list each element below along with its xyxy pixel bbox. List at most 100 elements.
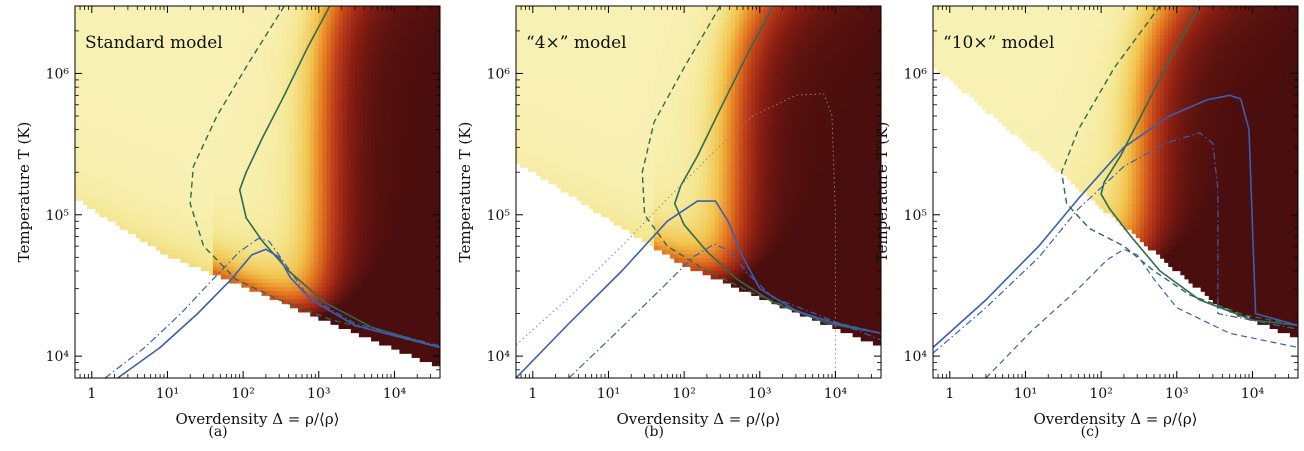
heat-cell	[192, 142, 198, 148]
heat-cell	[212, 30, 218, 36]
heat-cell	[302, 241, 307, 247]
heat-cell	[326, 291, 332, 296]
heat-cell	[148, 212, 153, 218]
heat-cell	[221, 196, 226, 201]
heat-cell	[135, 183, 141, 189]
heat-cell	[253, 109, 259, 115]
heat-cell	[143, 167, 149, 172]
heat-cell	[265, 200, 271, 205]
heat-cell	[342, 320, 348, 325]
heat-cell	[338, 204, 344, 210]
heat-cell	[216, 138, 222, 143]
heat-cell	[257, 179, 263, 185]
heat-cell	[371, 68, 376, 73]
heat-cell	[221, 47, 226, 53]
heat-cell	[172, 6, 177, 11]
heat-cell	[164, 14, 169, 19]
heat-cell	[249, 200, 255, 205]
heat-cell	[168, 59, 173, 65]
heat-cell	[164, 192, 169, 197]
heat-cell	[139, 22, 145, 28]
heat-cell	[131, 146, 137, 152]
heat-cell	[294, 241, 299, 247]
heat-cell	[375, 105, 380, 110]
heat-cell	[208, 146, 214, 152]
heat-cell	[371, 6, 376, 11]
heat-cell	[354, 43, 360, 48]
heat-cell	[314, 47, 319, 53]
heat-cell	[350, 63, 356, 69]
heat-cell	[334, 167, 340, 172]
heat-cell	[168, 204, 173, 210]
heat-cell	[273, 138, 279, 143]
heat-cell	[164, 183, 169, 189]
heat-cell	[269, 26, 275, 32]
heat-cell	[75, 150, 80, 156]
heat-cell	[302, 171, 307, 177]
heat-cell	[212, 200, 218, 205]
heat-cell	[346, 105, 352, 110]
heat-cell	[184, 26, 190, 32]
heat-cell	[379, 295, 384, 301]
heat-cell	[127, 113, 133, 119]
heat-cell	[273, 167, 279, 172]
heat-cell	[237, 109, 242, 115]
heat-cell	[285, 34, 291, 40]
heat-cell	[294, 192, 299, 197]
heat-cell	[139, 113, 145, 119]
heat-cell	[375, 200, 380, 205]
heat-cell	[253, 26, 259, 32]
heat-cell	[362, 113, 368, 119]
heat-cell	[371, 282, 376, 288]
heat-cell	[261, 109, 267, 115]
heat-cell	[152, 229, 157, 234]
heat-cell	[294, 278, 299, 284]
heat-cell	[176, 220, 182, 226]
heat-cell	[180, 26, 186, 32]
heat-cell	[148, 163, 153, 168]
heat-cell	[261, 80, 267, 86]
heat-cell	[216, 245, 222, 251]
heat-cell	[306, 274, 311, 280]
heat-cell	[298, 18, 303, 24]
heat-cell	[123, 183, 129, 189]
heat-cell	[375, 192, 380, 197]
heat-cell	[265, 179, 271, 185]
heat-cell	[79, 175, 84, 181]
heat-cell	[277, 262, 283, 267]
heat-cell	[95, 26, 100, 32]
heat-cell	[233, 158, 238, 164]
heat-cell	[127, 68, 133, 73]
heat-cell	[261, 34, 267, 40]
heat-cell	[375, 22, 380, 28]
heat-cell	[164, 51, 169, 57]
heat-cell	[342, 208, 348, 214]
heat-cell	[143, 179, 149, 185]
heat-cell	[306, 299, 311, 305]
heat-cell	[342, 101, 348, 106]
heat-cell	[95, 125, 100, 131]
heat-cell	[99, 179, 104, 185]
heat-cell	[79, 121, 84, 127]
heat-cell	[107, 47, 113, 53]
heat-cell	[131, 18, 137, 24]
heat-cell	[314, 76, 319, 81]
heat-cell	[204, 22, 210, 28]
heat-cell	[131, 208, 137, 214]
heat-cell	[326, 216, 332, 222]
heat-cell	[139, 96, 145, 102]
heat-cell	[225, 22, 230, 28]
heat-cell	[354, 171, 360, 177]
heat-cell	[281, 146, 287, 152]
heat-cell	[281, 274, 287, 280]
heat-cell	[277, 125, 283, 131]
heat-cell	[139, 105, 145, 110]
heat-cell	[302, 154, 307, 160]
heat-cell	[257, 117, 263, 123]
heat-cell	[350, 171, 356, 177]
heat-cell	[330, 266, 336, 272]
heat-cell	[229, 249, 234, 255]
heat-cell	[281, 76, 287, 81]
heat-cell	[148, 39, 153, 44]
heat-cell	[294, 254, 299, 259]
